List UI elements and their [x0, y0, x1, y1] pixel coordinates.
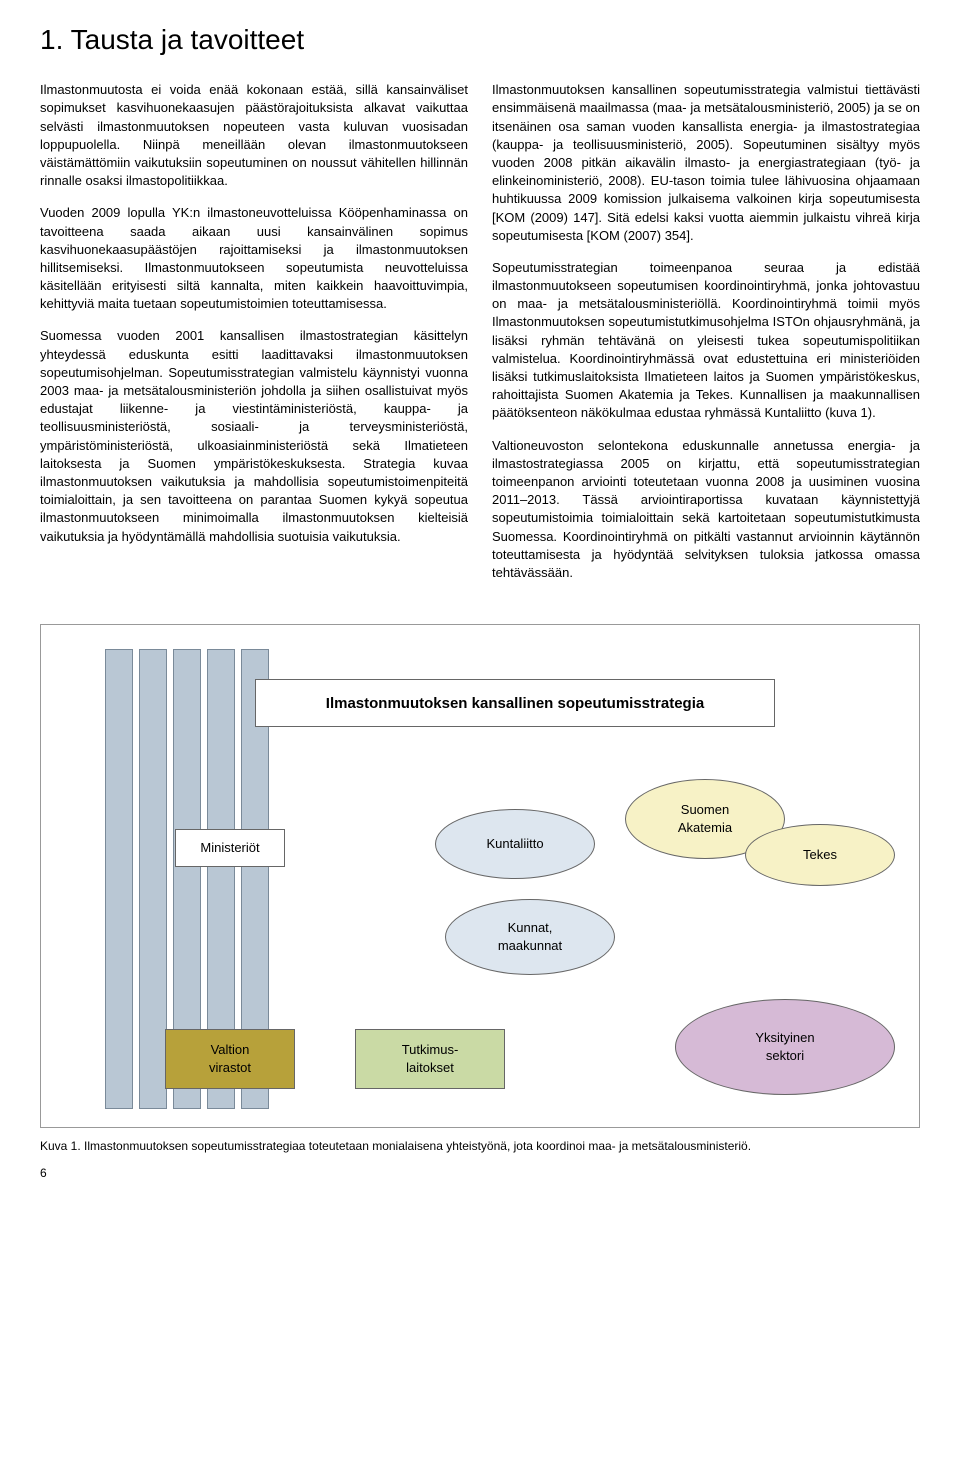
- node-virastot: Valtion virastot: [165, 1029, 295, 1089]
- page-number: 6: [40, 1165, 920, 1182]
- node-tekes: Tekes: [745, 824, 895, 886]
- diagram: Ilmastonmuutoksen kansallinen sopeutumis…: [65, 649, 895, 1109]
- left-p1: Ilmastonmuutosta ei voida enää kokonaan …: [40, 81, 468, 190]
- background-bar: [139, 649, 167, 1109]
- left-p2: Vuoden 2009 lopulla YK:n ilmastoneuvotte…: [40, 204, 468, 313]
- figure-caption: Kuva 1. Ilmastonmuutoksen sopeutumisstra…: [40, 1138, 920, 1155]
- left-p3: Suomessa vuoden 2001 kansallisen ilmasto…: [40, 327, 468, 545]
- text-columns: Ilmastonmuutosta ei voida enää kokonaan …: [40, 81, 920, 596]
- node-ministeriot: Ministeriöt: [175, 829, 285, 867]
- right-column: Ilmastonmuutoksen kansallinen sopeutumis…: [492, 81, 920, 596]
- node-yksityinen: Yksityinen sektori: [675, 999, 895, 1095]
- node-kuntaliitto: Kuntaliitto: [435, 809, 595, 879]
- right-p2: Sopeutumisstrategian toimeenpanoa seuraa…: [492, 259, 920, 423]
- right-p1: Ilmastonmuutoksen kansallinen sopeutumis…: [492, 81, 920, 245]
- node-kunnat: Kunnat, maakunnat: [445, 899, 615, 975]
- diagram-frame: Ilmastonmuutoksen kansallinen sopeutumis…: [40, 624, 920, 1128]
- node-title: Ilmastonmuutoksen kansallinen sopeutumis…: [255, 679, 775, 727]
- left-column: Ilmastonmuutosta ei voida enää kokonaan …: [40, 81, 468, 596]
- background-bar: [105, 649, 133, 1109]
- node-tutkimus: Tutkimus- laitokset: [355, 1029, 505, 1089]
- page-heading: 1. Tausta ja tavoitteet: [40, 20, 920, 59]
- right-p3: Valtioneuvoston selontekona eduskunnalle…: [492, 437, 920, 583]
